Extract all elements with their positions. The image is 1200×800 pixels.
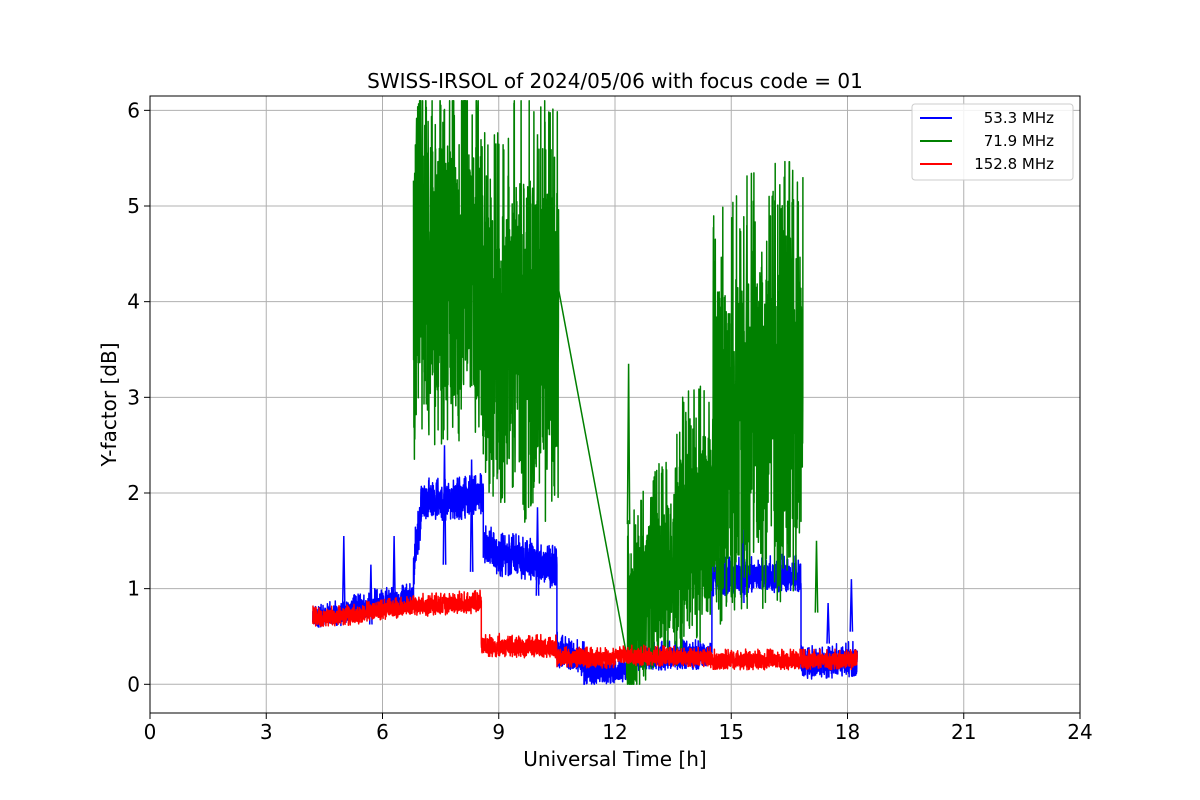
x-tick-label: 3	[260, 720, 273, 744]
y-tick-label: 2	[127, 481, 140, 505]
series-spike-0	[849, 579, 854, 632]
y-tick-label: 6	[127, 98, 140, 122]
series-spike-0	[535, 507, 540, 596]
series-spike-1	[814, 540, 819, 613]
y-tick-label: 1	[127, 577, 140, 601]
y-tick-label: 3	[127, 385, 140, 409]
series-layer	[312, 100, 858, 686]
y-tick-label: 0	[127, 672, 140, 696]
series-line-2	[312, 589, 858, 671]
x-tick-label: 0	[144, 720, 157, 744]
series-spike-1	[535, 134, 540, 410]
x-tick-label: 12	[602, 720, 627, 744]
series-spike-0	[392, 535, 397, 611]
series-spike-1	[787, 229, 792, 458]
y-tick-label: 5	[127, 194, 140, 218]
series-spike-1	[744, 225, 749, 455]
series-spike-0	[469, 459, 474, 572]
x-tick-label: 21	[951, 720, 976, 744]
x-tick-label: 18	[835, 720, 860, 744]
series-spike-1	[423, 124, 428, 405]
legend-label-0: 53.3 MHz	[984, 109, 1054, 127]
series-line-1	[412, 100, 804, 686]
series-spike-0	[341, 535, 346, 611]
legend-label-2: 152.8 MHz	[974, 155, 1054, 173]
x-tick-label: 15	[719, 720, 744, 744]
y-tick-label: 4	[127, 290, 140, 314]
x-tick-label: 9	[492, 720, 505, 744]
legend-label-1: 71.9 MHz	[984, 132, 1054, 150]
x-tick-label: 24	[1067, 720, 1092, 744]
x-axis-label: Universal Time [h]	[523, 747, 706, 771]
y-axis-label: Y-factor [dB]	[97, 342, 121, 467]
x-tick-label: 6	[376, 720, 389, 744]
chart-title: SWISS-IRSOL of 2024/05/06 with focus cod…	[367, 69, 863, 93]
legend-box	[911, 103, 1074, 181]
series-spike-1	[626, 363, 631, 525]
legend: 53.3 MHz 71.9 MHz 152.8 MHz	[911, 103, 1074, 181]
series-spike-0	[442, 445, 447, 565]
series-spike-0	[368, 564, 373, 625]
series-spike-0	[826, 602, 831, 644]
